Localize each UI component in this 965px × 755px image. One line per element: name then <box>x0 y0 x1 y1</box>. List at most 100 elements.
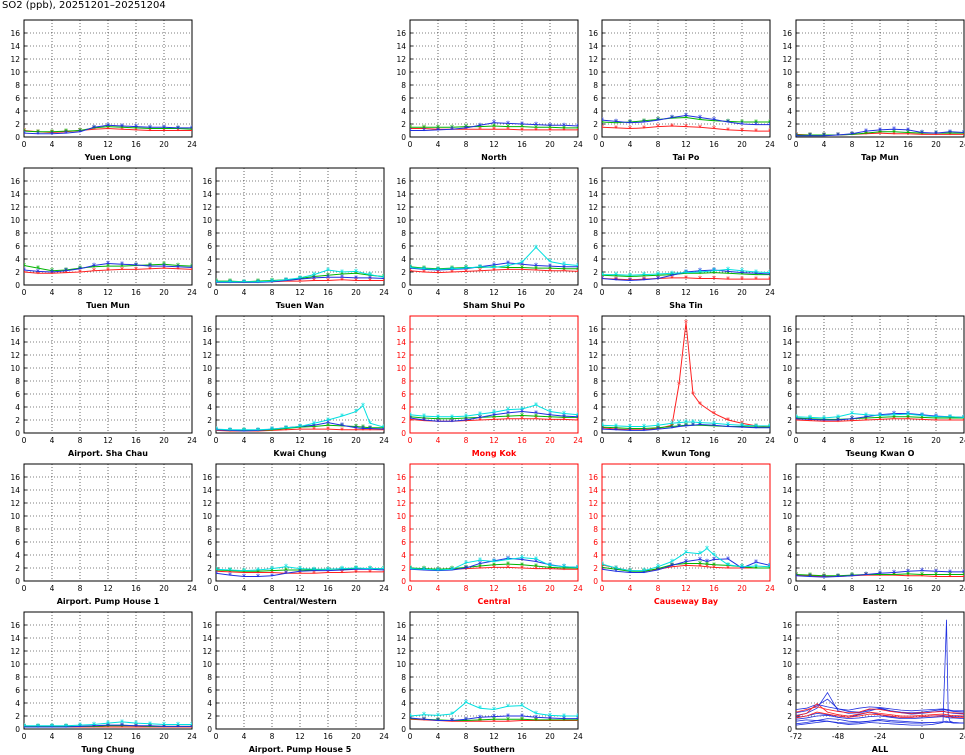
y-tick-label: 14 <box>202 486 212 495</box>
y-tick-label: 14 <box>782 486 792 495</box>
y-tick-label: 14 <box>588 190 598 199</box>
x-tick-label: 24 <box>379 436 389 445</box>
data-point-marker: * <box>642 569 646 578</box>
data-point-marker: * <box>506 263 510 272</box>
y-tick-label: 8 <box>593 81 598 90</box>
series-line <box>796 703 964 717</box>
x-tick-label: 24 <box>379 584 389 593</box>
y-tick-label: 2 <box>207 712 212 721</box>
data-point-marker: * <box>176 265 180 274</box>
series-line <box>796 574 964 577</box>
x-tick-label: 24 <box>765 436 775 445</box>
data-point-marker: * <box>576 122 580 131</box>
y-tick-label: 16 <box>782 621 792 630</box>
series-line <box>216 276 384 283</box>
data-point-marker: * <box>534 243 538 252</box>
y-tick-label: 4 <box>401 107 406 116</box>
data-point-marker: * <box>506 702 510 711</box>
data-point-marker: * <box>534 716 538 725</box>
data-point-marker: * <box>712 561 716 570</box>
data-point-marker: * <box>368 565 372 574</box>
data-point-marker: * <box>548 264 552 273</box>
data-point-marker: * <box>298 567 302 576</box>
data-point-marker: * <box>698 269 702 278</box>
series-line <box>216 404 384 431</box>
data-point-marker: * <box>520 260 524 269</box>
data-point-marker: * <box>684 561 688 570</box>
data-point-marker: * <box>962 129 965 138</box>
panel-tap-mun: 024681012141604812162024Tap Mun*********… <box>782 19 965 162</box>
y-tick-label: 0 <box>787 133 792 142</box>
data-point-marker: * <box>408 125 412 134</box>
y-tick-label: 14 <box>396 338 406 347</box>
x-tick-label: 16 <box>517 732 527 741</box>
y-tick-label: 16 <box>588 325 598 334</box>
data-point-marker: * <box>340 268 344 277</box>
data-point-marker: * <box>506 119 510 128</box>
data-point-marker: * <box>50 130 54 139</box>
data-point-marker: * <box>705 560 709 569</box>
data-point-marker: * <box>726 126 730 135</box>
series-line <box>24 124 192 135</box>
y-tick-label: 2 <box>787 564 792 573</box>
x-tick-label: 8 <box>656 140 661 149</box>
data-point-marker: * <box>284 277 288 286</box>
data-point-marker: * <box>600 421 604 430</box>
y-tick-label: 14 <box>396 42 406 51</box>
data-point-marker: * <box>368 274 372 283</box>
x-tick-label: 12 <box>681 436 691 445</box>
y-tick-label: 10 <box>396 216 406 225</box>
data-point-marker: * <box>705 558 709 567</box>
data-point-marker: * <box>270 569 274 578</box>
data-point-marker: * <box>436 717 440 726</box>
data-point-marker: * <box>534 266 538 275</box>
data-point-marker: * <box>354 426 358 435</box>
y-tick-label: 6 <box>15 94 20 103</box>
series-line <box>602 547 770 572</box>
series-line <box>796 711 964 719</box>
data-point-marker: * <box>850 410 854 419</box>
data-point-marker: * <box>162 720 166 729</box>
y-tick-label: 6 <box>15 242 20 251</box>
data-point-marker: * <box>920 130 924 139</box>
x-tick-label: 8 <box>656 436 661 445</box>
data-point-marker: * <box>576 416 580 425</box>
data-point-marker: * <box>962 416 965 425</box>
data-point-marker: * <box>298 565 302 574</box>
data-point-marker: * <box>684 269 688 278</box>
data-point-marker: * <box>464 559 468 568</box>
x-tick-label: 0 <box>214 584 219 593</box>
data-point-marker: * <box>698 559 702 568</box>
y-tick-label: 6 <box>787 390 792 399</box>
data-point-marker: * <box>326 569 330 578</box>
data-point-marker: * <box>534 412 538 421</box>
data-point-marker: * <box>22 129 26 138</box>
data-point-marker: * <box>436 711 440 720</box>
y-tick-label: 10 <box>10 660 20 669</box>
data-point-marker: * <box>670 271 674 280</box>
x-tick-label: 20 <box>931 140 941 149</box>
x-tick-label: 16 <box>517 140 527 149</box>
data-point-marker: * <box>298 277 302 286</box>
data-point-marker: * <box>534 401 538 410</box>
data-point-marker: * <box>78 127 82 136</box>
data-point-marker: * <box>548 415 552 424</box>
data-point-marker: * <box>340 412 344 421</box>
data-point-marker: * <box>691 421 695 430</box>
y-tick-label: 8 <box>787 525 792 534</box>
x-tick-label: 24 <box>959 732 965 741</box>
y-tick-label: 16 <box>588 29 598 38</box>
data-point-marker: * <box>712 115 716 124</box>
data-point-marker: * <box>162 125 166 134</box>
data-point-marker: * <box>162 722 166 731</box>
data-point-marker: * <box>478 559 482 568</box>
data-point-marker: * <box>326 565 330 574</box>
data-point-marker: * <box>408 264 412 273</box>
data-point-marker: * <box>148 262 152 271</box>
data-point-marker: * <box>656 271 660 280</box>
data-point-marker: * <box>422 417 426 426</box>
y-tick-label: 12 <box>396 647 406 656</box>
data-point-marker: * <box>382 275 386 284</box>
